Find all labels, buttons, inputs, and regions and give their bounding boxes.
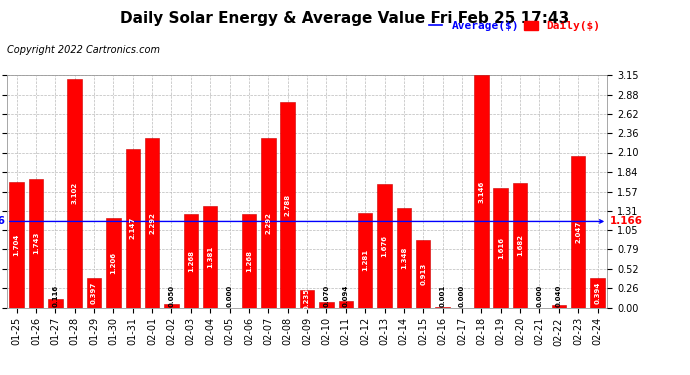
Text: Daily Solar Energy & Average Value Fri Feb 25 17:43: Daily Solar Energy & Average Value Fri F… — [120, 11, 570, 26]
Bar — [551, 304, 566, 307]
Text: 1.348: 1.348 — [401, 247, 407, 269]
Bar — [493, 188, 508, 308]
Bar — [145, 138, 159, 308]
Text: 2.292: 2.292 — [266, 212, 271, 234]
Text: 1.743: 1.743 — [33, 232, 39, 254]
Text: 0.235: 0.235 — [304, 288, 310, 310]
Bar — [87, 278, 101, 308]
Bar — [358, 213, 373, 308]
Text: 0.394: 0.394 — [595, 282, 600, 304]
Bar — [590, 278, 604, 308]
Bar — [106, 219, 121, 308]
Bar — [416, 240, 431, 308]
Text: 2.788: 2.788 — [285, 194, 290, 216]
Text: 0.050: 0.050 — [168, 285, 175, 307]
Text: 0.001: 0.001 — [440, 285, 446, 307]
Bar — [299, 290, 315, 308]
Text: 1.268: 1.268 — [188, 250, 194, 272]
Bar — [184, 214, 198, 308]
Bar — [48, 299, 63, 307]
Bar — [203, 206, 217, 308]
Text: 2.047: 2.047 — [575, 221, 581, 243]
Text: 1.704: 1.704 — [14, 233, 19, 256]
Bar — [377, 184, 392, 308]
Text: 0.000: 0.000 — [226, 285, 233, 307]
Text: Copyright 2022 Cartronics.com: Copyright 2022 Cartronics.com — [7, 45, 160, 55]
Text: 2.147: 2.147 — [130, 217, 136, 239]
Text: 1.616: 1.616 — [497, 237, 504, 259]
Bar — [571, 156, 585, 308]
Text: 1.206: 1.206 — [110, 252, 117, 274]
Bar — [68, 78, 82, 308]
Bar — [474, 75, 489, 308]
Text: 1.281: 1.281 — [362, 249, 368, 271]
Text: 0.000: 0.000 — [459, 285, 465, 307]
Bar — [126, 149, 140, 308]
Text: 0.397: 0.397 — [91, 282, 97, 304]
Legend: Average($), Daily($): Average($), Daily($) — [425, 17, 605, 36]
Bar — [241, 214, 256, 308]
Text: 1.166: 1.166 — [610, 216, 643, 226]
Bar — [10, 182, 24, 308]
Text: 0.094: 0.094 — [343, 284, 348, 307]
Text: 0.040: 0.040 — [555, 284, 562, 307]
Bar — [164, 304, 179, 307]
Bar — [261, 138, 275, 308]
Text: 1.381: 1.381 — [207, 245, 213, 268]
Text: 0.116: 0.116 — [52, 285, 59, 307]
Bar — [339, 300, 353, 307]
Text: 1.166: 1.166 — [0, 216, 6, 226]
Text: 0.000: 0.000 — [536, 285, 542, 307]
Text: 0.913: 0.913 — [420, 262, 426, 285]
Text: 1.268: 1.268 — [246, 250, 252, 272]
Bar — [319, 302, 334, 307]
Text: 2.292: 2.292 — [149, 212, 155, 234]
Text: 3.146: 3.146 — [478, 180, 484, 203]
Bar — [397, 208, 411, 308]
Text: 1.676: 1.676 — [382, 235, 388, 256]
Text: 0.070: 0.070 — [324, 285, 329, 307]
Text: 1.682: 1.682 — [517, 234, 523, 256]
Bar — [513, 183, 527, 308]
Bar — [29, 179, 43, 308]
Text: 3.102: 3.102 — [72, 182, 78, 204]
Bar — [280, 102, 295, 308]
